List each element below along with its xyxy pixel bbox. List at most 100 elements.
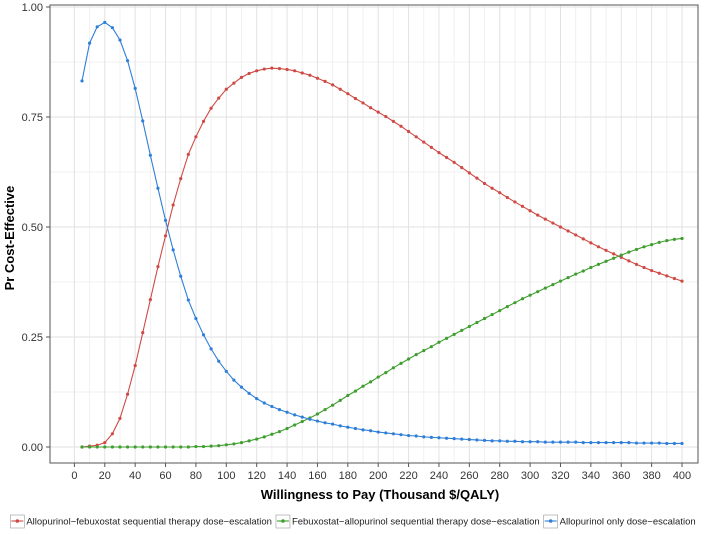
x-tick-label: 320: [551, 470, 569, 482]
x-tick-label: 160: [308, 470, 326, 482]
data-point: [581, 441, 585, 445]
data-point: [528, 293, 532, 297]
data-point: [285, 426, 289, 431]
data-point: [543, 440, 547, 444]
legend-label: Febuxostat−allopurinol sequential therap…: [292, 517, 540, 528]
data-point: [619, 441, 623, 445]
data-point: [239, 75, 244, 79]
data-point: [467, 171, 471, 175]
data-point: [331, 403, 335, 407]
data-point: [391, 366, 395, 370]
data-point: [612, 252, 616, 256]
data-point: [513, 439, 517, 443]
data-point: [475, 438, 479, 442]
data-point: [255, 397, 259, 401]
data-point: [528, 440, 532, 444]
x-tick-label: 340: [582, 470, 600, 482]
data-point: [536, 290, 540, 294]
data-point: [505, 439, 509, 443]
data-point: [452, 437, 456, 441]
data-point: [596, 262, 601, 266]
data-point: [224, 443, 228, 447]
data-point: [270, 404, 274, 409]
data-point: [422, 140, 426, 144]
data-point: [315, 412, 320, 416]
data-point: [163, 234, 168, 238]
data-point: [414, 434, 418, 438]
data-point: [627, 250, 631, 254]
data-point: [194, 444, 198, 449]
data-point: [574, 233, 578, 237]
data-point: [650, 243, 654, 247]
data-point: [574, 440, 578, 444]
data-point: [103, 20, 107, 24]
data-point: [672, 441, 677, 446]
x-tick-label: 380: [642, 470, 660, 482]
data-point: [285, 410, 289, 414]
data-point: [110, 26, 114, 30]
data-point: [353, 96, 358, 101]
data-point: [277, 408, 282, 412]
data-point: [422, 349, 426, 353]
data-point: [627, 441, 631, 445]
data-point: [133, 445, 137, 449]
data-point: [125, 445, 130, 449]
data-point: [323, 421, 327, 425]
data-point: [429, 435, 433, 439]
x-axis-title: Willingness to Pay (Thousand $/QALY): [261, 487, 500, 502]
data-point: [513, 200, 517, 204]
data-point: [293, 69, 297, 73]
data-point: [566, 229, 570, 233]
grid-lines: [50, 5, 698, 463]
data-point: [650, 268, 654, 273]
data-point: [80, 79, 84, 83]
x-tick-label: 200: [369, 470, 387, 482]
data-point: [376, 110, 380, 114]
data-point: [87, 41, 92, 45]
y-tick-label: 1.00: [22, 2, 43, 14]
data-point: [118, 445, 122, 449]
data-point: [103, 445, 107, 449]
data-point: [148, 445, 152, 449]
data-point: [194, 135, 198, 139]
data-point: [665, 441, 669, 446]
y-tick-label: 0.50: [22, 222, 43, 234]
data-point: [239, 441, 244, 445]
data-point: [460, 328, 464, 332]
data-point: [209, 106, 213, 110]
data-point: [490, 312, 494, 317]
data-point: [581, 237, 585, 241]
x-tick-label: 400: [673, 470, 691, 482]
data-point: [650, 441, 654, 445]
data-point: [255, 69, 259, 73]
data-point: [285, 67, 289, 72]
data-point: [551, 221, 555, 225]
data-point: [247, 439, 251, 443]
data-point: [384, 371, 388, 375]
data-point: [346, 393, 350, 398]
data-point: [331, 422, 335, 426]
data-point: [505, 305, 509, 309]
x-tick-label: 140: [278, 470, 296, 482]
data-point: [482, 181, 487, 186]
data-point: [110, 432, 114, 436]
data-point: [551, 440, 555, 444]
data-point: [186, 152, 190, 156]
series-3: [80, 20, 684, 446]
x-tick-label: 180: [339, 470, 357, 482]
data-point: [619, 253, 623, 257]
data-point: [217, 359, 221, 363]
y-tick-label: 0.00: [22, 442, 43, 454]
data-point: [581, 269, 585, 273]
data-point: [346, 425, 350, 429]
data-point: [338, 87, 342, 91]
data-point: [482, 316, 487, 321]
x-tick-label: 260: [460, 470, 478, 482]
data-point: [118, 38, 122, 42]
data-point: [353, 389, 358, 393]
data-point: [406, 433, 411, 438]
data-point: [361, 101, 365, 105]
data-point: [399, 124, 403, 128]
data-point: [361, 384, 365, 388]
